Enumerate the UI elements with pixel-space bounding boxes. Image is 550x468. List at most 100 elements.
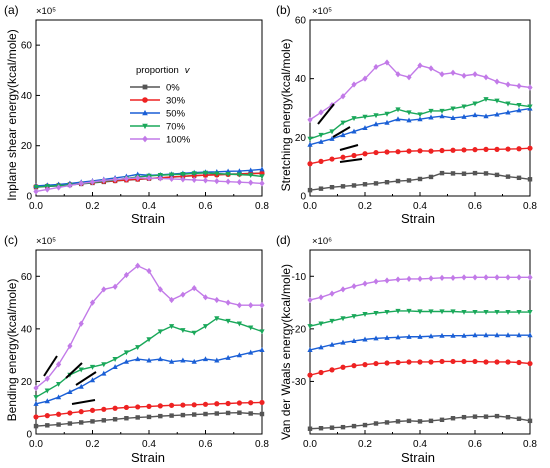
- panel-a-label: (a): [4, 3, 19, 17]
- legend-title: proportion: [136, 65, 179, 76]
- x-tick-label: 0.0: [303, 439, 317, 450]
- data-point: [248, 325, 254, 331]
- data-point: [450, 115, 456, 121]
- data-point: [112, 283, 118, 290]
- data-point: [101, 418, 107, 423]
- data-point: [33, 414, 39, 420]
- y-tick-label: 0: [26, 192, 32, 203]
- data-point: [318, 132, 324, 138]
- legend-swatch-marker: [142, 135, 148, 143]
- data-point: [483, 414, 489, 419]
- data-point: [307, 116, 313, 123]
- data-point: [472, 332, 478, 338]
- plot-frame: [309, 19, 531, 197]
- data-point: [225, 410, 231, 416]
- data-point: [505, 174, 511, 179]
- y-tick-label: -30: [292, 377, 307, 388]
- data-point: [406, 359, 412, 365]
- data-point: [439, 147, 445, 154]
- data-point: [318, 321, 324, 327]
- data-point: [307, 347, 313, 352]
- data-point: [169, 402, 175, 408]
- slope-marker: [43, 355, 58, 377]
- data-point: [340, 316, 346, 322]
- data-point: [373, 335, 379, 341]
- data-point: [417, 112, 423, 118]
- data-point: [461, 113, 467, 119]
- x-tick-label: 0.0: [29, 439, 43, 450]
- data-point: [180, 176, 186, 183]
- x-tick-label: 0.8: [523, 201, 537, 212]
- data-point: [191, 176, 197, 184]
- data-point: [417, 333, 423, 339]
- data-point: [307, 426, 313, 431]
- data-point: [259, 411, 265, 417]
- data-point: [494, 359, 500, 365]
- data-point: [44, 398, 50, 404]
- data-point: [89, 407, 96, 413]
- data-point: [461, 147, 467, 153]
- data-point: [56, 411, 62, 417]
- data-point: [340, 184, 346, 189]
- data-point: [67, 410, 73, 416]
- data-point: [527, 274, 533, 281]
- data-point: [461, 72, 467, 79]
- data-point: [362, 362, 368, 368]
- data-point: [146, 267, 152, 275]
- data-point: [461, 104, 467, 110]
- data-point: [191, 402, 197, 408]
- data-point: [450, 171, 456, 176]
- data-point: [373, 311, 379, 316]
- data-point: [248, 400, 254, 406]
- data-point: [44, 375, 50, 382]
- data-point: [214, 401, 220, 407]
- data-point: [505, 332, 511, 338]
- data-point: [56, 422, 61, 427]
- data-point: [461, 309, 467, 315]
- data-point: [406, 333, 412, 339]
- data-point: [516, 102, 522, 108]
- data-point: [33, 384, 39, 392]
- data-point: [483, 74, 489, 81]
- y-tick-label: 20: [295, 133, 307, 144]
- legend-swatch-marker: [142, 97, 148, 103]
- data-point: [307, 324, 313, 330]
- data-point: [202, 294, 209, 301]
- data-point: [395, 276, 401, 283]
- data-point: [248, 179, 254, 186]
- data-point: [329, 341, 335, 347]
- legend-items: 0% 30% 50% 70% 100%: [130, 83, 191, 146]
- data-point: [494, 413, 500, 419]
- data-point: [505, 309, 511, 315]
- data-point: [180, 328, 186, 334]
- panel-d: (d) ×10⁶ 0.0 0.2 0.4 0.6 0.8 -30 -20 -10 Strain…: [276, 233, 537, 465]
- data-point: [362, 280, 368, 287]
- data-point: [259, 180, 265, 187]
- data-point: [169, 358, 175, 364]
- legend-entry-label: 0%: [166, 83, 180, 94]
- data-point: [101, 406, 107, 412]
- data-point: [340, 286, 346, 293]
- data-point: [384, 59, 390, 66]
- data-point: [44, 388, 50, 394]
- data-point: [340, 424, 346, 430]
- data-point: [236, 172, 242, 178]
- data-point: [89, 377, 96, 383]
- legend-swatch-marker: [142, 84, 148, 90]
- data-point: [384, 149, 390, 155]
- x-tick-label: 0.8: [255, 439, 269, 450]
- data-point: [395, 116, 401, 122]
- data-point: [417, 419, 423, 424]
- data-point: [395, 178, 401, 184]
- data-point: [384, 420, 390, 425]
- data-point: [236, 168, 242, 174]
- legend-title-variable: v: [185, 65, 191, 76]
- data-point: [340, 154, 346, 160]
- data-point: [395, 334, 401, 340]
- data-point: [494, 78, 500, 85]
- slope-marker: [71, 399, 96, 405]
- data-point: [180, 402, 186, 408]
- data-point: [101, 177, 107, 184]
- data-point: [527, 145, 533, 151]
- data-point: [78, 409, 84, 415]
